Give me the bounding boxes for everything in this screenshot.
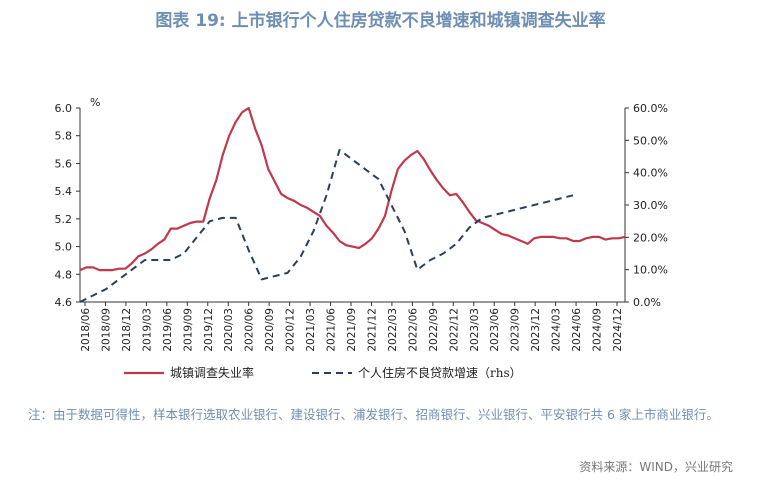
x-tick-label: 2020/12 xyxy=(285,308,297,352)
x-tick-label: 2020/06 xyxy=(244,308,256,352)
y-right-tick-label: 60.0% xyxy=(633,102,668,115)
y-left-tick-label: 5.8 xyxy=(55,130,73,143)
chart-title: 图表 19: 上市银行个人住房贷款不良增速和城镇调查失业率 xyxy=(155,11,606,31)
x-tick-label: 2019/03 xyxy=(141,308,153,352)
chart-note: 注：由于数据可得性，样本银行选取农业银行、建设银行、浦发银行、招商银行、兴业银行… xyxy=(28,407,719,422)
x-tick-label: 2023/06 xyxy=(489,308,501,352)
x-tick-label: 2018/09 xyxy=(100,308,112,352)
y-right-tick-label: 50.0% xyxy=(633,134,668,147)
x-tick-label: 2020/03 xyxy=(223,308,235,352)
x-tick-label: 2018/12 xyxy=(121,308,133,352)
x-tick-label: 2019/06 xyxy=(162,308,174,352)
x-tick-label: 2024/12 xyxy=(612,308,624,352)
x-tick-label: 2021/09 xyxy=(346,308,358,352)
y-right-tick-label: 40.0% xyxy=(633,167,668,180)
series-npl-growth-line xyxy=(79,149,574,303)
y-left-unit-label: % xyxy=(90,96,100,109)
y-left-tick-label: 4.8 xyxy=(55,268,73,281)
legend-unemployment-label: 城镇调查失业率 xyxy=(170,365,254,380)
y-left-tick-label: 5.2 xyxy=(55,213,73,226)
x-tick-label: 2021/12 xyxy=(366,308,378,352)
x-tick-label: 2023/12 xyxy=(530,308,542,352)
x-tick-label: 2021/03 xyxy=(305,308,317,352)
x-tick-label: 2024/09 xyxy=(592,308,604,352)
x-tick-label: 2022/09 xyxy=(428,308,440,352)
x-tick-label: 2024/06 xyxy=(571,308,583,352)
x-tick-label: 2023/03 xyxy=(469,308,481,352)
chart-source: 资料来源：WIND，兴业研究 xyxy=(579,460,733,474)
x-tick-label: 2018/06 xyxy=(80,308,92,352)
y-right-tick-label: 10.0% xyxy=(633,264,668,277)
x-tick-label: 2019/12 xyxy=(203,308,215,352)
y-left-tick-label: 5.6 xyxy=(55,157,73,170)
series-unemployment-line xyxy=(79,106,626,272)
x-tick-label: 2024/03 xyxy=(551,308,563,352)
x-tick-label: 2023/09 xyxy=(510,308,522,352)
x-tick-label: 2020/09 xyxy=(264,308,276,352)
y-left-tick-label: 4.6 xyxy=(55,296,73,309)
x-tick-label: 2022/12 xyxy=(448,308,460,352)
y-left-tick-label: 5.4 xyxy=(55,185,73,198)
y-right-tick-label: 20.0% xyxy=(633,231,668,244)
x-tick-label: 2022/06 xyxy=(407,308,419,352)
legend-npl-growth-label: 个人住房不良贷款增速（rhs） xyxy=(358,365,522,380)
y-right-tick-label: 30.0% xyxy=(633,199,668,212)
x-tick-label: 2019/09 xyxy=(182,308,194,352)
x-tick-label: 2022/03 xyxy=(387,308,399,352)
x-tick-label: 2021/06 xyxy=(326,308,338,352)
y-left-tick-label: 5.0 xyxy=(55,241,73,254)
y-right-tick-label: 0.0% xyxy=(633,296,661,309)
y-left-tick-label: 6.0 xyxy=(55,102,73,115)
